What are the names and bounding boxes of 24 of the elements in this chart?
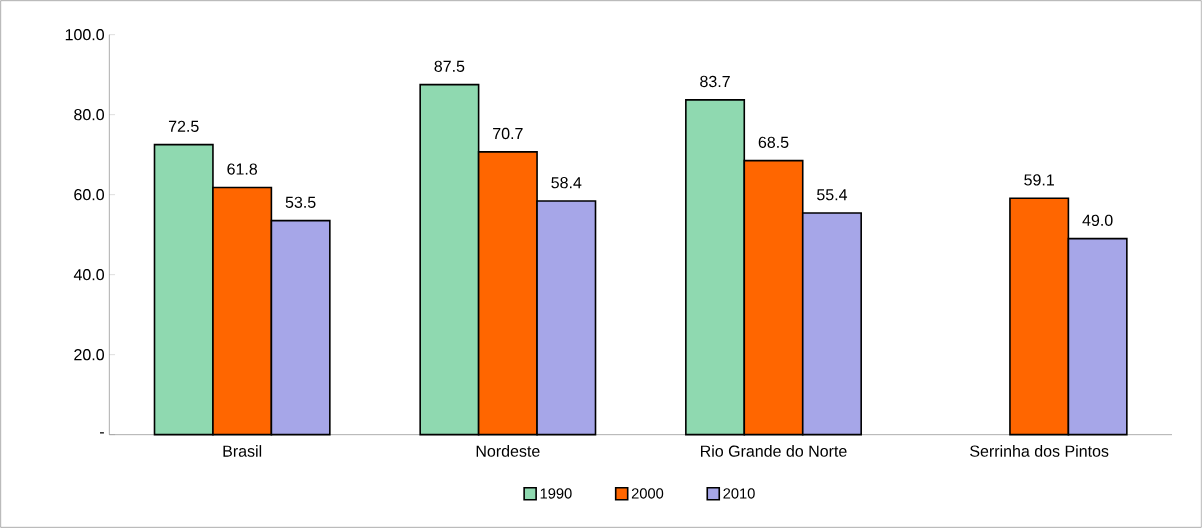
- legend-label: 2010: [723, 488, 755, 499]
- data-label: 61.8: [227, 163, 258, 175]
- y-tick-label: 40.0: [73, 269, 104, 281]
- x-tick-label: Nordeste: [476, 445, 540, 457]
- x-tick-label: Serrinha dos Pintos: [970, 445, 1109, 457]
- x-tick-label: Rio Grande do Norte: [701, 445, 847, 457]
- y-tick-label: -: [100, 432, 104, 434]
- legend-label: 2000: [631, 488, 664, 499]
- y-tick-label: 80.0: [74, 109, 104, 121]
- y-tick-label: 20.0: [74, 349, 104, 361]
- legend-label: 1990: [540, 488, 572, 499]
- data-label: 87.5: [434, 60, 465, 72]
- data-label: 83.7: [700, 75, 730, 88]
- data-label: 70.7: [493, 127, 523, 140]
- y-tick-label: 100.0: [65, 29, 104, 41]
- data-label: 53.5: [285, 196, 316, 208]
- data-label: 72.5: [168, 120, 199, 132]
- data-label: 55.4: [817, 189, 848, 201]
- y-tick-label: 60.0: [74, 189, 104, 201]
- x-tick-label: Brasil: [223, 445, 262, 457]
- data-label: 49.0: [1082, 214, 1113, 226]
- data-label: 68.5: [758, 136, 789, 148]
- data-label: 58.4: [551, 177, 582, 189]
- data-label: 59.1: [1024, 174, 1054, 186]
